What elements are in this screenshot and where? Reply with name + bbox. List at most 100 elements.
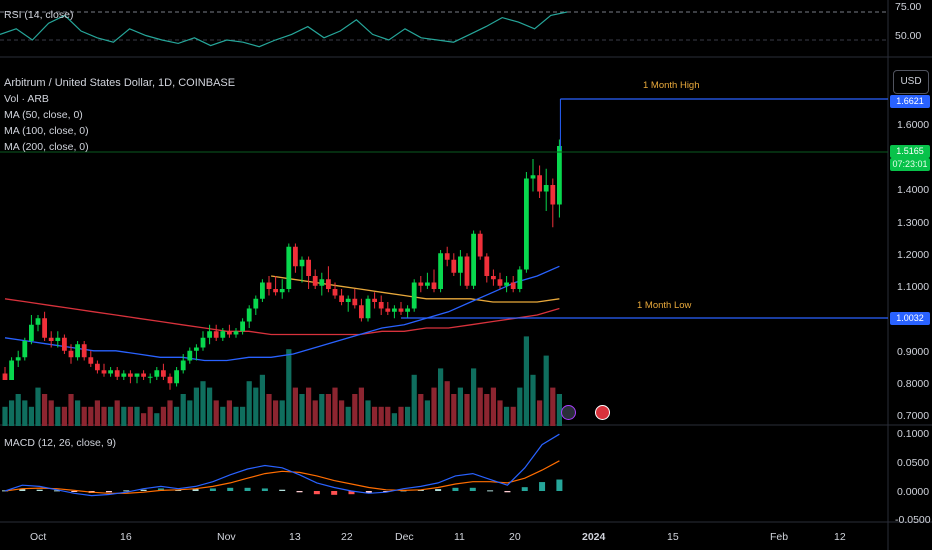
volume-bar — [240, 406, 246, 426]
volume-bar — [121, 406, 127, 426]
x-axis-tick: 15 — [667, 531, 679, 543]
candle — [233, 331, 239, 335]
macd-histogram-bar — [383, 491, 390, 492]
volume-bar — [523, 336, 529, 426]
candle — [438, 253, 443, 289]
volume-bar — [233, 406, 239, 426]
candle — [352, 298, 358, 306]
volume-bar — [114, 400, 120, 426]
macd-histogram-bar — [435, 489, 442, 491]
countdown-tag: 07:23:01 — [890, 158, 930, 171]
candle — [68, 350, 74, 358]
indicator-ma100[interactable]: MA (100, close, 0) — [4, 125, 89, 137]
volume-bar — [325, 394, 331, 426]
candle — [405, 308, 410, 312]
volume-bar — [94, 400, 100, 426]
x-axis-tick: 11 — [454, 531, 465, 543]
candle — [240, 321, 245, 332]
candle — [425, 282, 430, 286]
volume-bar — [312, 400, 318, 426]
candle — [75, 344, 80, 358]
indicator-ma200[interactable]: MA (200, close, 0) — [4, 141, 89, 153]
candle — [378, 302, 384, 309]
candle — [392, 308, 397, 312]
price-tick-7: 0.8000 — [897, 378, 930, 390]
candle — [88, 357, 94, 364]
candle — [286, 246, 292, 289]
candle — [128, 373, 133, 377]
candle — [339, 295, 344, 302]
volume-bar — [134, 406, 140, 426]
lightning-icon[interactable] — [561, 405, 576, 420]
x-axis-tick: Nov — [217, 531, 236, 543]
volume-bar — [180, 394, 186, 426]
candle — [108, 370, 113, 374]
candle — [81, 344, 87, 358]
volume-bar — [385, 406, 391, 426]
candle — [200, 337, 206, 348]
volume-bar — [35, 387, 41, 426]
volume-bar — [378, 406, 384, 426]
volume-bar — [220, 406, 226, 426]
volume-bar — [279, 400, 285, 426]
macd-line — [4, 433, 560, 497]
macd-histogram-bar — [36, 489, 43, 491]
candle — [530, 175, 536, 179]
candle — [167, 376, 173, 384]
volume-bar — [550, 387, 556, 426]
volume-bar — [431, 387, 437, 426]
volume-bar — [517, 387, 523, 426]
macd-histogram-bar — [504, 491, 511, 493]
candle — [161, 370, 166, 377]
symbol-title[interactable]: Arbitrum / United States Dollar, 1D, COI… — [4, 77, 236, 89]
rsi-line — [0, 11, 568, 48]
volume-bar — [207, 387, 213, 426]
candle — [187, 350, 193, 361]
currency-button[interactable]: USD — [893, 70, 929, 94]
candle — [227, 331, 232, 335]
month-high-label: 1 Month High — [643, 80, 700, 91]
candle — [451, 259, 457, 273]
flag-icon[interactable] — [595, 405, 610, 420]
volume-bar — [200, 381, 206, 426]
macd-tick-1: 0.1000 — [897, 428, 930, 440]
macd-histogram-bar — [140, 489, 147, 491]
candle — [477, 233, 483, 257]
macd-histogram-bar — [556, 479, 563, 491]
candle — [15, 357, 21, 361]
volume-bar — [108, 406, 114, 426]
indicator-volume[interactable]: Vol · ARB — [4, 93, 49, 105]
candle — [524, 178, 529, 270]
macd-tick-3: 0.0000 — [897, 486, 930, 498]
rsi-tick-75: 75.00 — [895, 1, 922, 13]
macd-histogram-bar — [539, 482, 546, 491]
macd-histogram-bar — [313, 491, 320, 495]
candle — [114, 370, 120, 377]
candle — [458, 256, 463, 273]
volume-bar — [61, 406, 67, 426]
volume-bar — [292, 387, 298, 426]
price-tick-1: 1.6000 — [897, 119, 930, 131]
volume-bar — [556, 394, 562, 426]
candle — [471, 233, 476, 286]
candle — [42, 318, 47, 338]
volume-bar — [259, 374, 265, 426]
volume-bar — [253, 387, 259, 426]
volume-bar — [510, 406, 516, 426]
candle — [134, 373, 140, 377]
price-tick-2: 1.4000 — [897, 184, 930, 196]
volume-bar — [101, 406, 107, 426]
volume-bar — [28, 406, 34, 426]
macd-histogram-bar — [521, 487, 528, 491]
price-tick-4: 1.2000 — [897, 249, 930, 261]
candle — [207, 331, 212, 338]
candle — [266, 282, 272, 289]
volume-bar — [345, 406, 351, 426]
candle — [121, 373, 127, 377]
indicator-ma50[interactable]: MA (50, close, 0) — [4, 109, 83, 121]
volume-bar — [88, 406, 94, 426]
volume-bar — [127, 406, 133, 426]
volume-bar — [160, 406, 166, 426]
macd-tick-4: -0.0500 — [895, 514, 931, 526]
